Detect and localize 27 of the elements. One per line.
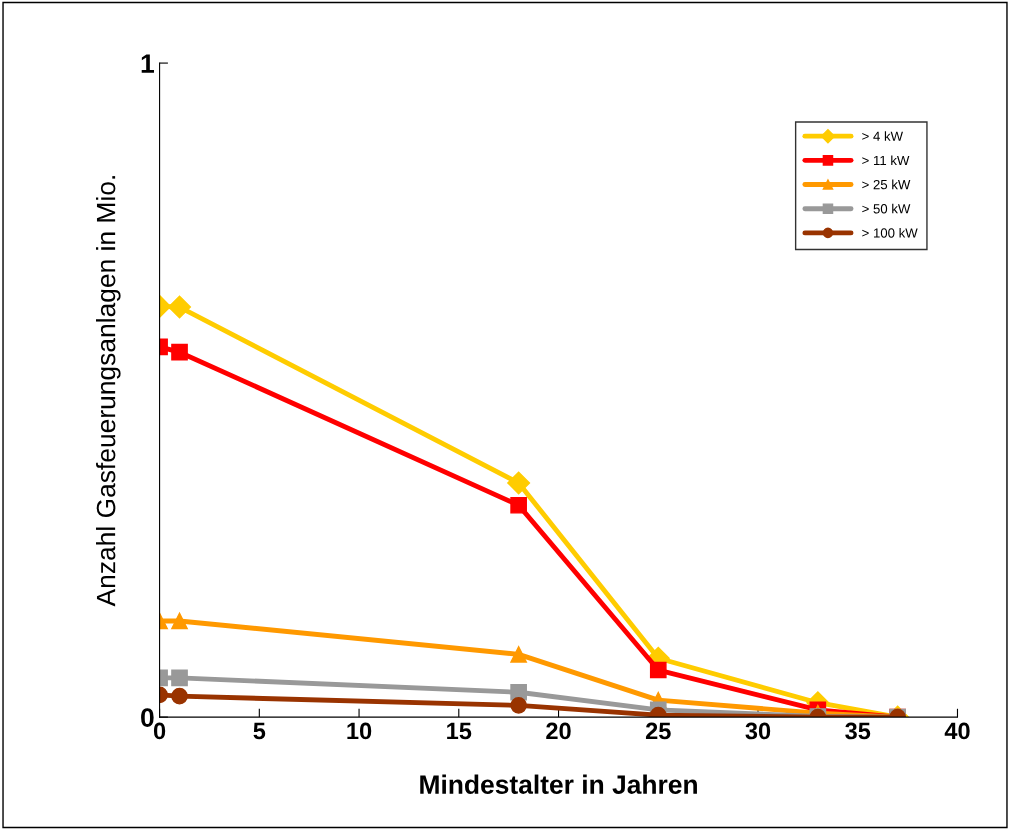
y-axis-title: Anzahl Gasfeuerungsanlagen in Mio. (96, 176, 121, 607)
y-tick-label: 1 (141, 54, 154, 73)
point (510, 496, 527, 514)
point (171, 343, 188, 361)
x-axis-title: Mindestalter in Jahren (420, 774, 697, 794)
x-tick-label: 0 (153, 722, 166, 740)
x-tick-label: 15 (447, 722, 472, 740)
x-tick-label: 10 (347, 722, 372, 740)
point (507, 471, 531, 495)
legend-label: > 50 kW (862, 203, 911, 214)
point (649, 661, 667, 679)
x-tick-label: 40 (944, 722, 970, 740)
legend-label: > 4 kW (862, 131, 903, 141)
point (171, 669, 188, 687)
x-tick-label: 30 (745, 722, 771, 740)
x-tick-label: 20 (546, 722, 571, 740)
legend-label: > 11 kW (862, 155, 910, 165)
legend-label: > 25 kW (862, 179, 911, 190)
point (171, 612, 188, 630)
point (168, 295, 192, 319)
point (510, 645, 527, 663)
x-tick-label: 25 (645, 722, 671, 740)
point (510, 697, 527, 714)
x-tick-label: 35 (845, 722, 871, 740)
x-tick-label: 5 (253, 722, 266, 740)
legend-label: > 100 kW (862, 227, 918, 238)
point (171, 687, 188, 705)
